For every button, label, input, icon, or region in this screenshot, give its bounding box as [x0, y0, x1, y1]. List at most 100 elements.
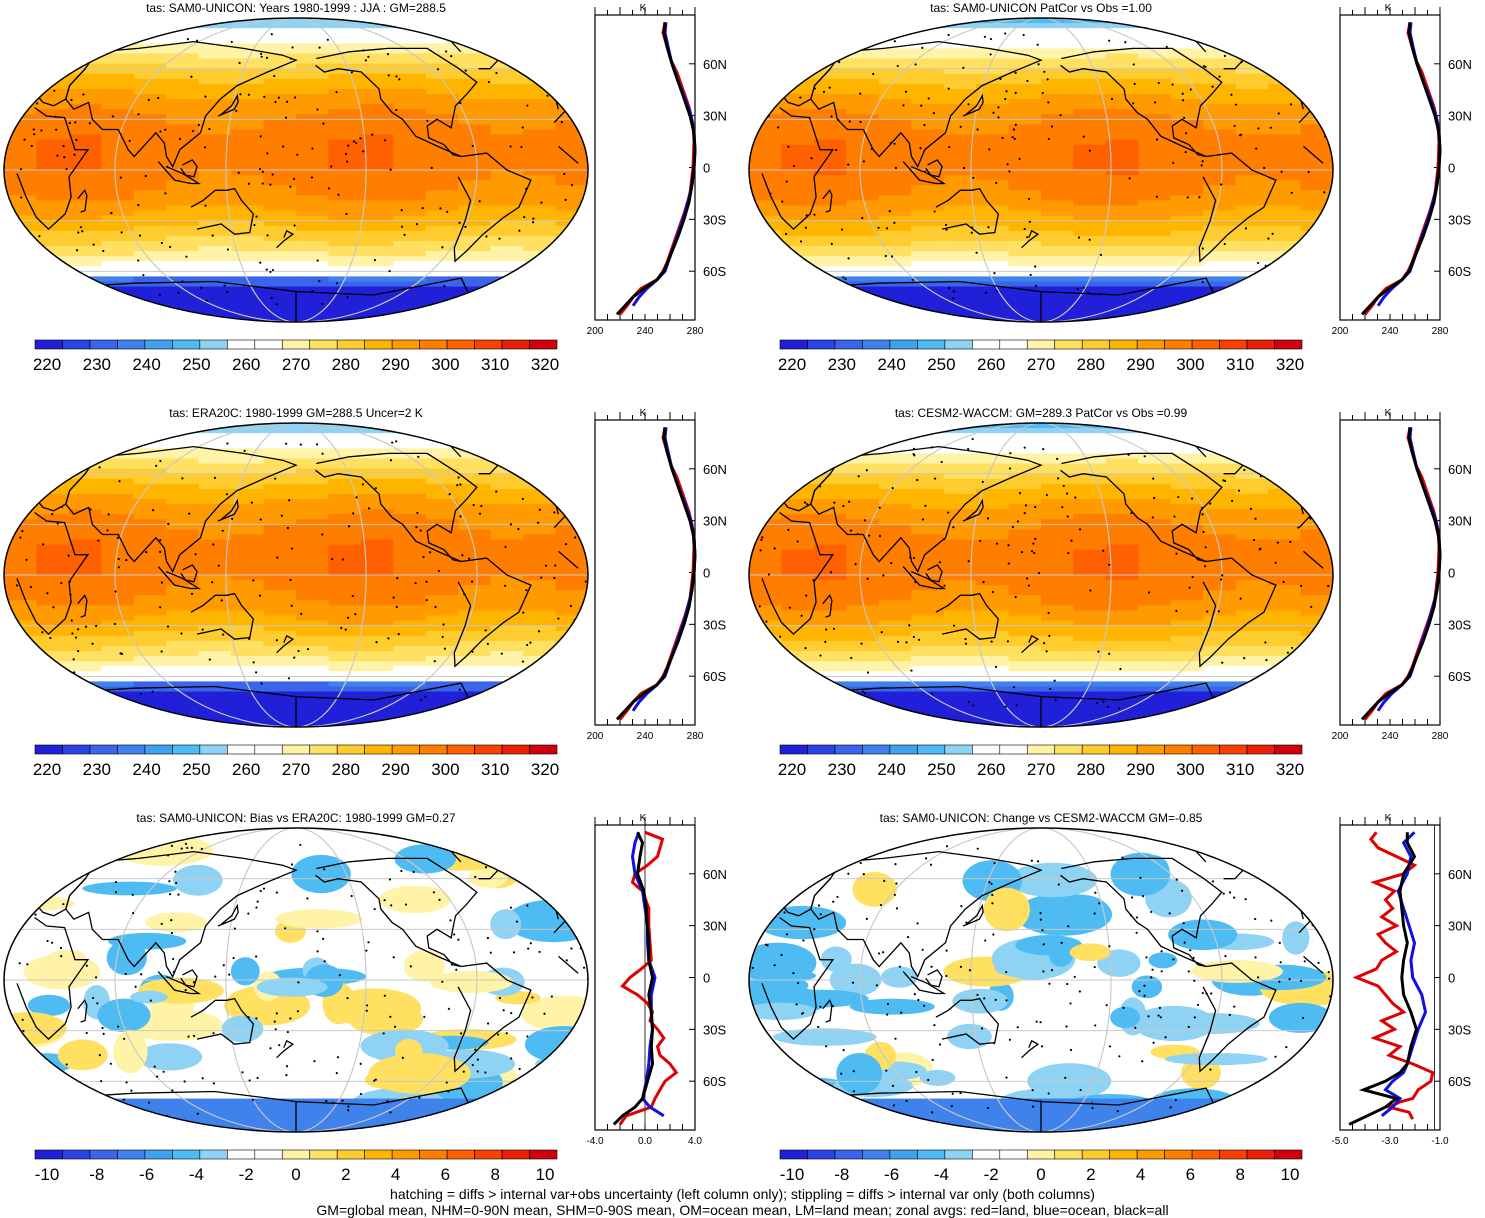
field-cell	[1073, 625, 1107, 632]
field-cell	[976, 428, 1010, 435]
field-cell	[133, 139, 168, 146]
field-cell	[393, 164, 427, 171]
field-cell	[1073, 104, 1107, 111]
field-cell	[1268, 68, 1302, 75]
field-cell	[296, 661, 330, 668]
field-cell	[1041, 164, 1075, 171]
stipple-dot	[487, 80, 490, 84]
colorbar-label: 220	[33, 355, 61, 374]
field-cell	[296, 104, 330, 111]
field-cell	[198, 190, 233, 197]
field-cell	[1041, 423, 1075, 430]
field-cell	[36, 134, 70, 141]
field-cell	[976, 266, 1010, 273]
stipple-dot	[847, 163, 850, 166]
colorbar-swatch	[117, 744, 146, 755]
field-cell	[4, 139, 38, 146]
field-cell	[1138, 68, 1172, 75]
field-cell	[555, 493, 588, 500]
field-cell	[523, 306, 557, 313]
field-cell	[1041, 473, 1075, 480]
field-cell	[749, 129, 783, 136]
field-cell	[360, 443, 395, 450]
stipple-dot	[564, 271, 567, 274]
stipple-dot	[337, 193, 340, 196]
field-cell	[490, 428, 525, 435]
field-cell	[781, 99, 815, 106]
zonal-line-all	[1360, 22, 1442, 316]
field-cell	[36, 701, 70, 708]
field-cell	[911, 564, 945, 571]
stipple-dot	[63, 156, 66, 159]
stipple-dot	[52, 606, 55, 609]
colorbar-swatch	[1164, 339, 1193, 350]
field-cell	[166, 83, 200, 90]
field-cell	[846, 170, 880, 177]
field-cell	[523, 220, 557, 227]
field-cell	[490, 28, 525, 35]
field-cell	[133, 671, 168, 678]
field-cell	[781, 43, 815, 50]
field-cell	[166, 99, 200, 106]
stipple-dot	[8, 530, 12, 533]
field-cell	[911, 180, 945, 187]
field-cell	[166, 18, 200, 25]
coastline-nz	[1021, 229, 1040, 249]
field-cell	[4, 266, 38, 273]
field-cell	[68, 443, 103, 450]
field-cell	[1041, 43, 1075, 50]
field-cell	[1073, 220, 1107, 227]
field-cell	[943, 78, 978, 85]
field-cell	[393, 569, 427, 576]
field-cell	[393, 251, 427, 258]
field-cell	[328, 524, 362, 531]
field-cell	[231, 716, 265, 723]
field-cell	[523, 529, 557, 536]
stipple-dot	[178, 137, 182, 140]
field-cell	[911, 261, 945, 268]
field-cell	[1073, 615, 1107, 622]
field-cell	[976, 78, 1010, 85]
field-cell	[101, 99, 135, 106]
field-cell	[198, 83, 233, 90]
field-cell	[425, 585, 460, 592]
field-cell	[976, 200, 1010, 207]
field-cell	[68, 721, 103, 727]
colorbar-swatch	[419, 339, 448, 350]
field-cell	[68, 225, 103, 232]
lat-label: 30N	[703, 514, 727, 529]
field-cell	[328, 261, 362, 268]
field-cell	[231, 311, 265, 318]
field-cell	[1138, 144, 1172, 151]
stipple-dot	[1270, 295, 1273, 299]
field-cell	[458, 68, 492, 75]
field-cell	[976, 104, 1010, 111]
field-cell	[4, 433, 38, 440]
stipple-dot	[258, 594, 262, 597]
stipple-dot	[11, 629, 15, 632]
field-cell	[425, 686, 460, 693]
field-cell	[1268, 468, 1302, 475]
field-cell	[813, 78, 848, 85]
stipple-dot	[371, 133, 374, 136]
graticule	[749, 18, 1333, 322]
field-cell	[231, 600, 265, 607]
colorbar-swatch	[391, 339, 420, 350]
field-cell	[1235, 99, 1270, 106]
field-cell	[231, 711, 265, 718]
field-cell	[68, 473, 103, 480]
stipple-dot	[952, 290, 955, 293]
field-cell	[1008, 53, 1042, 60]
field-cell	[846, 534, 880, 541]
field-cell	[781, 575, 815, 582]
field-cell	[1008, 564, 1042, 571]
stipple-dot	[1041, 91, 1044, 95]
field-cell	[133, 559, 168, 566]
field-cell	[425, 240, 460, 247]
field-cell	[1235, 620, 1270, 627]
field-cell	[555, 28, 588, 35]
field-cell	[1008, 43, 1042, 50]
field-cell	[231, 666, 265, 673]
field-cell	[911, 534, 945, 541]
field-cell	[1170, 514, 1205, 521]
